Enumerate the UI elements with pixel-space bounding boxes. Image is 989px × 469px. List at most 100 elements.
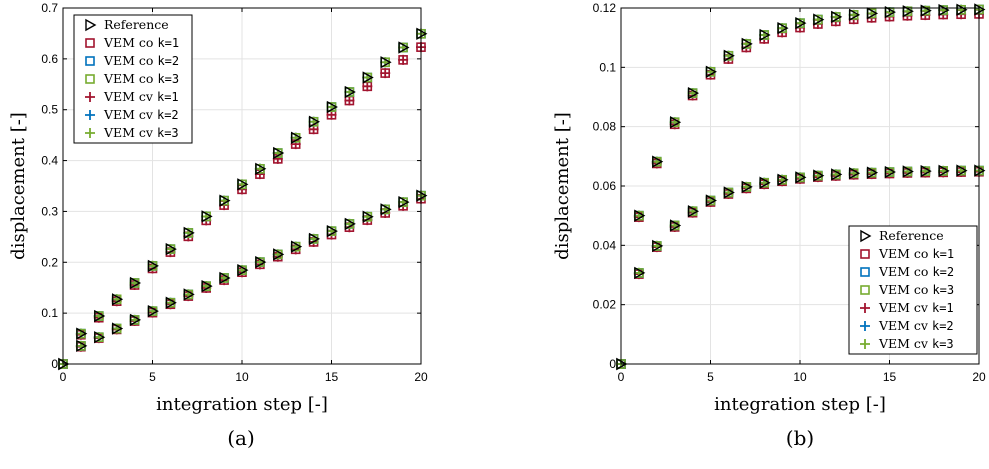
marker-reference <box>741 180 753 194</box>
marker-reference <box>308 115 321 128</box>
marker-reference <box>183 288 195 301</box>
marker-vem-cv-k1 <box>380 68 391 79</box>
marker-reference <box>902 165 914 178</box>
marker-reference <box>183 226 195 240</box>
marker-reference <box>362 71 374 84</box>
marker-reference <box>813 13 825 26</box>
legend-entry-label: Reference <box>104 17 169 32</box>
legend-entry-text: VEM co <box>878 282 932 297</box>
marker-reference <box>652 239 664 253</box>
legend-entry-text: Reference <box>879 228 944 243</box>
marker-reference <box>219 194 231 207</box>
x-tick-label: 5 <box>149 370 156 384</box>
legend-entry-text: VEM cv <box>878 318 932 333</box>
figure-caption: (a) <box>227 426 255 450</box>
legend-entry-text: VEM cv <box>878 300 932 315</box>
marker-vem-cv-k1 <box>362 81 373 92</box>
marker-reference <box>380 56 392 69</box>
ticks: 0 5 10 15 20 0 0.1 0.2 0.3 0.4 0.5 0.6 0.7 <box>41 1 428 384</box>
data-points <box>616 3 986 371</box>
marker-reference <box>956 3 968 16</box>
marker-reference <box>291 131 303 144</box>
marker-reference <box>687 86 700 100</box>
marker-reference <box>94 309 106 323</box>
y-tick-label: 0.1 <box>41 306 58 320</box>
legend-entry-k: k=3 <box>157 72 179 86</box>
marker-reference <box>344 85 356 99</box>
legend-entry-k: k=2 <box>932 319 954 333</box>
legend-marker <box>860 249 870 259</box>
marker-reference <box>634 266 646 280</box>
marker-reference <box>670 116 682 129</box>
marker-reference <box>831 168 843 181</box>
legend-entry-label: VEM cv k=3 <box>878 336 954 351</box>
legend-entry-k: k=1 <box>157 36 179 50</box>
x-tick-label: 15 <box>325 370 339 384</box>
y-tick-label: 0.02 <box>593 298 617 312</box>
marker-reference <box>308 232 321 246</box>
legend-marker <box>85 110 95 120</box>
marker-reference <box>398 195 410 209</box>
marker-reference <box>273 146 285 160</box>
marker-reference <box>147 259 159 273</box>
legend-entry-k: k=2 <box>157 54 179 68</box>
marker-reference <box>76 327 88 340</box>
marker-reference <box>849 8 861 22</box>
legend-entry-label: Reference <box>879 228 944 243</box>
marker-reference <box>237 178 249 191</box>
marker-reference <box>795 171 807 184</box>
legend-entry-k: k=2 <box>932 265 954 279</box>
marker-reference <box>687 205 700 218</box>
marker-reference <box>201 210 213 223</box>
legend-marker <box>85 92 95 102</box>
legend-entry-text: VEM cv <box>878 336 932 351</box>
marker-reference <box>362 210 374 223</box>
y-tick-label: 0.6 <box>41 52 58 66</box>
marker-reference <box>129 313 142 327</box>
legend-entry-k: k=1 <box>157 90 179 104</box>
marker-reference <box>777 173 789 186</box>
x-tick-label: 20 <box>972 370 986 384</box>
x-tick-label: 10 <box>793 370 807 384</box>
y-tick-label: 0.04 <box>593 238 617 252</box>
marker-reference <box>884 165 896 179</box>
marker-vem-cv-k1 <box>344 95 355 106</box>
marker-reference <box>129 276 142 290</box>
x-tick-label: 5 <box>707 370 714 384</box>
marker-reference <box>326 224 338 238</box>
legend-marker <box>860 285 870 295</box>
legend-entry-label: VEM co k=3 <box>878 282 954 297</box>
marker-reference <box>741 37 753 51</box>
y-tick-label: 0 <box>51 357 58 371</box>
chart-b: 0 5 10 15 20 0 0.02 0.04 0.06 0.08 0.1 0.12 integrat… <box>552 1 986 450</box>
legend-entry-label: VEM cv k=2 <box>103 107 179 122</box>
y-tick-label: 0.7 <box>41 1 58 15</box>
marker-reference <box>165 242 177 256</box>
marker-reference <box>759 176 771 189</box>
marker-reference <box>938 164 950 178</box>
legend-entry-label: VEM cv k=2 <box>878 318 954 333</box>
legend-entry-k: k=1 <box>932 247 954 261</box>
marker-reference <box>219 271 231 285</box>
legend-entry-k: k=3 <box>932 337 954 351</box>
legend-entry-k: k=1 <box>932 301 954 315</box>
legend-entry-k: k=2 <box>157 108 179 122</box>
marker-reference <box>759 28 771 42</box>
legend-entry-label: VEM co k=3 <box>103 71 179 86</box>
marker-reference <box>76 339 88 353</box>
marker-reference <box>652 155 664 168</box>
marker-reference <box>866 7 879 20</box>
x-tick-label: 15 <box>883 370 897 384</box>
marker-reference <box>902 5 914 18</box>
y-axis-label: displacement [-] <box>552 112 573 260</box>
marker-reference <box>112 322 124 335</box>
marker-reference <box>795 16 807 30</box>
legend-entry-label: VEM co k=2 <box>878 264 954 279</box>
legend-entry-text: VEM co <box>878 246 932 261</box>
marker-reference <box>255 162 267 175</box>
y-tick-label: 0.08 <box>593 120 617 134</box>
y-tick-label: 0.2 <box>41 255 58 269</box>
marker-reference <box>956 164 968 177</box>
